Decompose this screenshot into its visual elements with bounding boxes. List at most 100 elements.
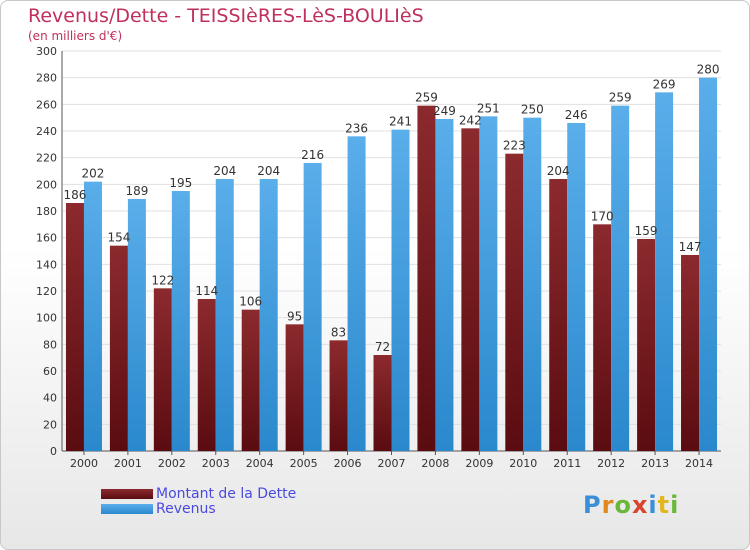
y-tick-label: 260 — [36, 98, 57, 111]
legend-label-debt: Montant de la Dette — [156, 486, 297, 502]
bar-debt — [109, 245, 128, 451]
x-tick-label: 2002 — [158, 457, 186, 470]
y-tick-label: 20 — [43, 418, 57, 431]
data-label-debt: 159 — [635, 224, 658, 238]
data-label-revenue: 202 — [82, 167, 105, 181]
bar-revenue — [127, 199, 146, 451]
bar-revenue — [567, 123, 586, 451]
data-label-debt: 154 — [107, 231, 130, 245]
x-tick-label: 2005 — [290, 457, 318, 470]
y-tick-label: 0 — [50, 445, 57, 458]
data-label-debt: 170 — [591, 209, 614, 223]
y-tick-label: 280 — [36, 72, 57, 85]
logo-letter: x — [631, 491, 649, 519]
data-label-revenue: 216 — [301, 148, 324, 162]
bar-debt — [153, 288, 172, 451]
bar-revenue — [171, 191, 190, 451]
data-label-revenue: 250 — [521, 103, 544, 117]
x-tick-label: 2004 — [246, 457, 274, 470]
bar-revenue — [83, 181, 102, 451]
x-tick-label: 2013 — [641, 457, 669, 470]
y-tick-label: 300 — [36, 45, 57, 58]
bar-revenue — [611, 105, 630, 452]
bar-debt — [241, 309, 260, 451]
x-tick-label: 2014 — [685, 457, 713, 470]
bar-debt — [197, 299, 216, 451]
logo-letter: i — [648, 491, 658, 519]
logo-letter: r — [601, 491, 615, 519]
x-tick-label: 2010 — [509, 457, 537, 470]
x-tick-label: 2012 — [597, 457, 625, 470]
logo-letter: i — [670, 491, 680, 519]
data-label-revenue: 204 — [257, 164, 280, 178]
bar-debt — [417, 105, 436, 452]
data-label-debt: 186 — [64, 188, 87, 202]
data-label-revenue: 249 — [433, 104, 456, 118]
bar-debt — [65, 203, 84, 451]
data-label-debt: 106 — [239, 295, 262, 309]
y-tick-label: 220 — [36, 152, 57, 165]
logo-letter: t — [657, 491, 671, 519]
y-tick-label: 180 — [36, 205, 57, 218]
data-label-debt: 72 — [375, 340, 390, 354]
data-label-debt: 147 — [679, 240, 702, 254]
legend-label-revenue: Revenus — [156, 501, 216, 517]
legend-swatch-debt — [101, 489, 153, 499]
data-label-debt: 114 — [195, 284, 218, 298]
data-label-revenue: 269 — [653, 77, 676, 91]
data-label-revenue: 195 — [169, 176, 192, 190]
data-label-debt: 259 — [415, 91, 438, 105]
bar-debt — [681, 255, 700, 451]
bar-revenue — [347, 136, 366, 452]
data-label-revenue: 259 — [609, 91, 632, 105]
bar-revenue — [523, 117, 542, 452]
data-label-revenue: 236 — [345, 121, 368, 135]
bar-debt — [505, 153, 524, 451]
data-label-debt: 204 — [547, 164, 570, 178]
bar-debt — [637, 239, 656, 451]
y-tick-label: 80 — [43, 338, 57, 351]
bar-debt — [285, 324, 304, 451]
y-tick-label: 200 — [36, 178, 57, 191]
x-tick-label: 2011 — [553, 457, 581, 470]
bar-debt — [329, 340, 348, 451]
x-tick-label: 2003 — [202, 457, 230, 470]
x-tick-label: 2007 — [378, 457, 406, 470]
bar-revenue — [655, 92, 674, 451]
data-label-revenue: 241 — [389, 115, 412, 129]
data-label-revenue: 189 — [125, 184, 148, 198]
bar-debt — [549, 179, 568, 451]
legend-swatch-revenue — [101, 504, 153, 514]
y-tick-label: 120 — [36, 285, 57, 298]
y-tick-label: 240 — [36, 125, 57, 138]
x-tick-label: 2000 — [70, 457, 98, 470]
data-label-debt: 242 — [459, 113, 482, 127]
x-tick-label: 2008 — [421, 457, 449, 470]
bar-revenue — [479, 116, 498, 451]
x-tick-label: 2009 — [465, 457, 493, 470]
data-label-revenue: 280 — [697, 63, 720, 77]
data-label-debt: 122 — [151, 273, 174, 287]
x-tick-label: 2001 — [114, 457, 142, 470]
bar-debt — [373, 355, 392, 451]
y-tick-label: 60 — [43, 365, 57, 378]
y-tick-label: 40 — [43, 392, 57, 405]
data-label-revenue: 246 — [565, 108, 588, 122]
chart-title: Revenus/Dette - TEISSIèRES-LèS-BOULIèS — [28, 5, 424, 27]
bar-revenue — [391, 129, 410, 451]
data-label-debt: 223 — [503, 139, 526, 153]
data-label-debt: 95 — [287, 309, 302, 323]
bar-revenue — [259, 179, 278, 451]
bar-revenue — [699, 77, 718, 452]
bar-revenue — [303, 163, 322, 451]
proxiti-logo: Proxiti — [583, 491, 679, 519]
x-tick-label: 2006 — [334, 457, 362, 470]
data-label-revenue: 251 — [477, 101, 500, 115]
bar-revenue — [435, 119, 454, 451]
y-tick-label: 140 — [36, 258, 57, 271]
bar-debt — [593, 224, 612, 451]
chart-subtitle: (en milliers d'€) — [28, 29, 123, 43]
bar-debt — [461, 128, 480, 451]
